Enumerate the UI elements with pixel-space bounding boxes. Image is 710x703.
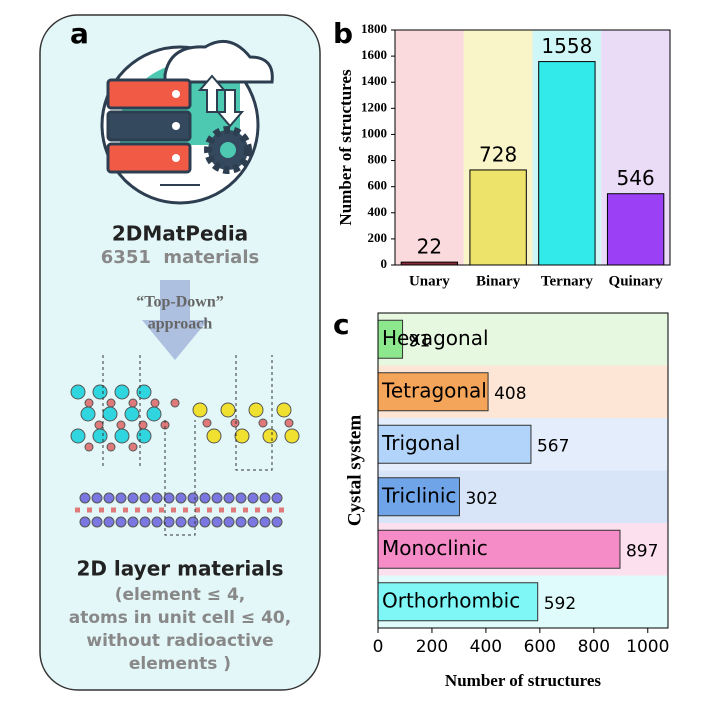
db-name: 2DMatPedia	[112, 222, 248, 246]
data-label: 302	[465, 489, 497, 509]
panel-label: c	[333, 308, 350, 341]
category-label: Tetragonal	[381, 378, 487, 402]
bar	[469, 169, 527, 266]
plot-frame	[394, 29, 671, 266]
x-tick-label: 1000	[626, 637, 669, 657]
x-tick-label: Ternary	[541, 273, 593, 289]
data-label: 546	[617, 166, 655, 190]
crystal-structures	[70, 355, 300, 536]
db-count: 6351 materials	[101, 247, 259, 268]
category-label: Trigonal	[381, 431, 460, 455]
criteria-line: (element ≤ 4,	[115, 585, 246, 605]
panel-label: b	[333, 17, 353, 50]
category-band	[395, 30, 464, 265]
bar	[377, 582, 539, 622]
data-label: 91	[409, 331, 431, 351]
x-tick-label: 400	[470, 637, 502, 657]
y-tick-label: 1600	[361, 47, 387, 62]
y-tick-label: 200	[368, 230, 388, 245]
y-tick-label: 1800	[361, 21, 387, 36]
x-tick-label: 0	[373, 637, 384, 657]
panel-a: a 2DMatPedia 6351 materials “Top-Down” a…	[39, 14, 321, 691]
bar	[377, 319, 404, 359]
y-tick-label: 0	[381, 256, 388, 271]
criteria-line: atoms in unit cell ≤ 40,	[69, 608, 291, 628]
category-band	[378, 313, 668, 366]
criteria-line: without radioactive	[86, 631, 273, 651]
y-tick-label: 600	[368, 178, 388, 193]
bar	[377, 424, 532, 464]
data-label: 592	[544, 594, 576, 614]
category-label: Triclinic	[381, 483, 456, 507]
x-axis-label: Number of structures	[445, 671, 602, 690]
x-tick-label: 800	[578, 637, 610, 657]
data-label: 1558	[541, 34, 592, 58]
approach-text: approach	[148, 316, 213, 333]
bar	[538, 61, 596, 266]
data-label: 897	[626, 541, 658, 561]
bar	[377, 477, 460, 517]
category-label: Orthorhombic	[382, 588, 520, 612]
data-label: 728	[479, 142, 517, 166]
y-tick-label: 800	[368, 152, 388, 167]
bar	[377, 372, 489, 412]
x-tick-label: Binary	[476, 273, 521, 289]
database-icon	[100, 39, 274, 205]
y-tick-label: 1000	[361, 125, 387, 140]
x-tick-label: 600	[524, 637, 556, 657]
bar	[606, 193, 665, 266]
x-tick-label: Quinary	[609, 273, 664, 289]
panel-label: a	[70, 17, 89, 50]
y-axis-label: Cystal system	[344, 415, 365, 527]
y-tick-label: 1200	[361, 99, 387, 114]
data-label: 408	[494, 384, 526, 404]
plot-frame	[377, 312, 669, 629]
approach-text: “Top-Down”	[136, 294, 223, 311]
y-axis-label: Number of structures	[336, 69, 355, 226]
x-tick-label: Unary	[409, 273, 450, 289]
result-title: 2D layer materials	[76, 557, 283, 581]
data-label: 22	[417, 235, 442, 259]
category-label: Hexagonal	[382, 326, 489, 350]
arrow	[142, 280, 208, 360]
x-tick-label: 200	[416, 637, 448, 657]
data-label: 567	[537, 436, 569, 456]
y-tick-label: 1400	[361, 73, 387, 88]
bar	[377, 529, 621, 569]
criteria-line: elements )	[129, 654, 231, 674]
y-tick-label: 400	[368, 204, 388, 219]
category-label: Monoclinic	[382, 536, 488, 560]
